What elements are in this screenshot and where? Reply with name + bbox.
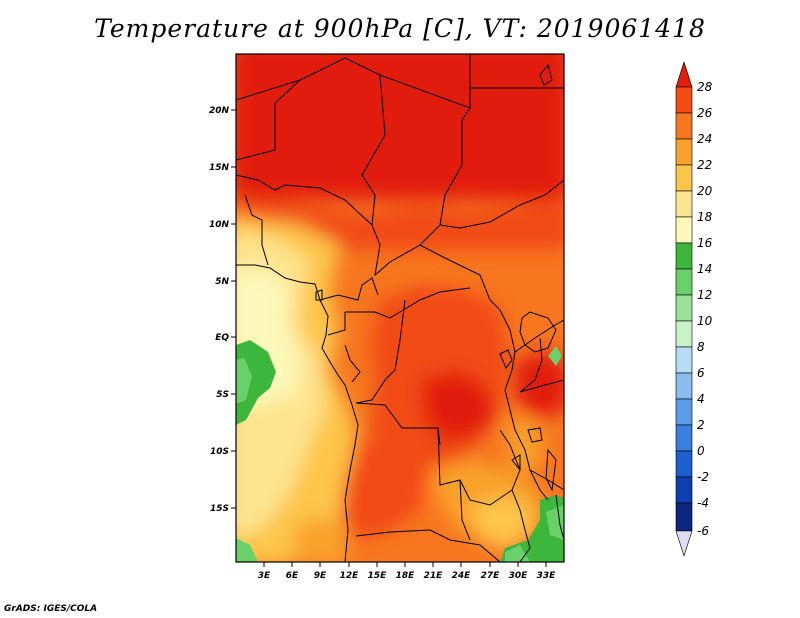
colorbar-label: 20 bbox=[697, 184, 713, 198]
colorbar-swatch bbox=[675, 450, 693, 478]
colorbar-label: 0 bbox=[697, 444, 705, 458]
lon-tick-label: 3E bbox=[258, 571, 271, 581]
colorbar-swatch bbox=[675, 476, 693, 504]
lat-tick-label: 5S bbox=[216, 390, 229, 400]
lon-tick-label: 21E bbox=[424, 571, 444, 581]
lon-tick-label: 18E bbox=[396, 571, 416, 581]
colorbar-label: -6 bbox=[697, 524, 709, 538]
map-title: Temperature at 900hPa [C], VT: 201906141… bbox=[94, 14, 706, 43]
lat-tick-label: 15N bbox=[209, 163, 230, 173]
lon-tick-label: 24E bbox=[452, 571, 472, 581]
colorbar-label: 22 bbox=[697, 158, 712, 172]
colorbar-swatch bbox=[675, 190, 693, 218]
lon-tick-label: 30E bbox=[509, 571, 529, 581]
lat-tick-label: EQ bbox=[215, 333, 229, 343]
colorbar-swatch bbox=[675, 530, 693, 557]
colorbar-label: 2 bbox=[697, 418, 705, 432]
colorbar-label: 26 bbox=[697, 106, 713, 120]
colorbar-swatch bbox=[675, 502, 693, 532]
colorbar bbox=[675, 61, 693, 557]
colorbar-swatch bbox=[675, 164, 693, 192]
colorbar-label: 14 bbox=[697, 262, 712, 276]
lat-tick-label: 15S bbox=[210, 504, 229, 514]
colorbar-label: 28 bbox=[697, 80, 713, 94]
colorbar-label: -4 bbox=[697, 496, 709, 510]
colorbar-swatch bbox=[675, 61, 693, 88]
lon-tick-label: 6E bbox=[286, 571, 299, 581]
lat-tick-label: 10S bbox=[210, 447, 229, 457]
latitude-axis: 20N 15N 10N 5N EQ 5S 10S 15S bbox=[209, 106, 236, 514]
colorbar-swatch bbox=[675, 424, 693, 452]
colorbar-label: 10 bbox=[697, 314, 713, 328]
colorbar-label: 18 bbox=[697, 210, 713, 224]
colorbar-label: 24 bbox=[697, 132, 712, 146]
map-frame bbox=[235, 53, 565, 563]
credit-text: GrADS: IGES/COLA bbox=[4, 604, 98, 614]
lon-tick-label: 33E bbox=[537, 571, 557, 581]
lon-tick-label: 27E bbox=[481, 571, 501, 581]
colorbar-label: 4 bbox=[697, 392, 705, 406]
colorbar-swatch bbox=[675, 86, 693, 114]
colorbar-swatch bbox=[675, 398, 693, 426]
colorbar-label: 16 bbox=[697, 236, 713, 250]
longitude-axis: 3E 6E 9E 12E 15E 18E 21E 24E 27E 30E 33E bbox=[258, 562, 556, 581]
lon-tick-label: 12E bbox=[340, 571, 360, 581]
temperature-field bbox=[236, 54, 564, 562]
colorbar-label: 6 bbox=[697, 366, 705, 380]
colorbar-swatch bbox=[675, 372, 693, 400]
colorbar-swatch bbox=[675, 294, 693, 322]
colorbar-swatch bbox=[675, 138, 693, 166]
lat-tick-label: 5N bbox=[215, 277, 229, 287]
colorbar-label: 12 bbox=[697, 288, 712, 302]
colorbar-swatch bbox=[675, 216, 693, 244]
colorbar-swatch bbox=[675, 242, 693, 270]
colorbar-swatch bbox=[675, 320, 693, 348]
colorbar-label: 8 bbox=[697, 340, 705, 354]
lat-tick-label: 20N bbox=[209, 106, 230, 116]
lon-tick-label: 9E bbox=[314, 571, 327, 581]
colorbar-labels: 28 26 24 22 20 18 16 14 12 10 8 6 4 2 0 … bbox=[697, 80, 713, 538]
lat-tick-label: 10N bbox=[209, 220, 230, 230]
colorbar-label: -2 bbox=[697, 470, 709, 484]
lon-tick-label: 15E bbox=[368, 571, 388, 581]
country-borders bbox=[236, 54, 564, 562]
colorbar-swatch bbox=[675, 268, 693, 296]
colorbar-swatch bbox=[675, 346, 693, 374]
colorbar-swatch bbox=[675, 112, 693, 140]
